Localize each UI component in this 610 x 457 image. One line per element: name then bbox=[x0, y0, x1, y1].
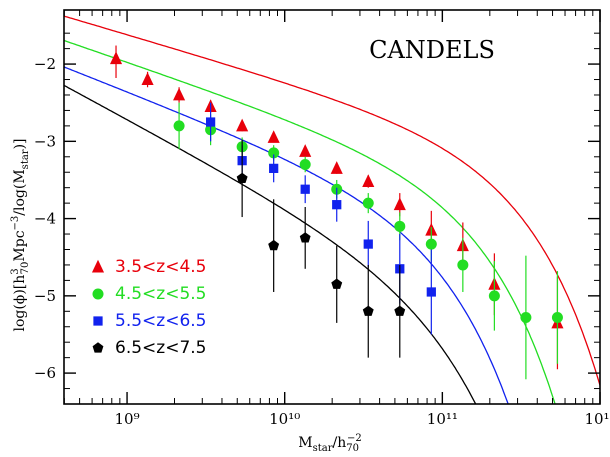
triangle-marker bbox=[236, 118, 249, 132]
fit-curve bbox=[64, 84, 477, 404]
pentagon-marker bbox=[362, 305, 374, 316]
circle-marker bbox=[551, 311, 563, 323]
triangle-marker bbox=[141, 72, 154, 85]
square-marker bbox=[300, 184, 310, 194]
triangle-marker bbox=[267, 130, 280, 143]
triangle-marker bbox=[362, 174, 375, 187]
triangle-marker bbox=[173, 87, 186, 101]
triangle-marker bbox=[299, 144, 312, 157]
x-tick-label: 10¹¹ bbox=[427, 410, 458, 428]
pentagon-marker bbox=[299, 232, 311, 243]
circle-marker bbox=[268, 147, 280, 159]
chart-title: CANDELS bbox=[369, 36, 495, 64]
x-tick-label: 10⁹ bbox=[115, 410, 140, 428]
square-marker bbox=[332, 200, 342, 210]
square-marker bbox=[426, 287, 436, 297]
y-tick-label: −5 bbox=[34, 287, 56, 305]
circle-marker bbox=[299, 159, 311, 171]
triangle-marker bbox=[109, 51, 123, 65]
legend-label: 5.5<z<6.5 bbox=[115, 311, 206, 331]
circle-marker bbox=[520, 311, 532, 323]
circle-marker bbox=[425, 238, 437, 250]
circle-marker bbox=[488, 290, 500, 302]
square-marker bbox=[363, 239, 373, 249]
legend-label: 4.5<z<5.5 bbox=[115, 284, 206, 304]
circle-marker bbox=[457, 259, 469, 271]
fit-curve bbox=[64, 66, 509, 404]
data-points bbox=[109, 45, 564, 380]
circle-marker bbox=[92, 288, 104, 300]
triangle-marker bbox=[393, 197, 406, 211]
circle-marker bbox=[362, 197, 374, 209]
pentagon-marker bbox=[268, 239, 280, 251]
pentagon-marker bbox=[236, 172, 248, 183]
square-marker bbox=[205, 117, 216, 127]
triangle-marker bbox=[330, 161, 343, 174]
x-axis-label: Mstar/h70−2 bbox=[298, 433, 361, 454]
y-tick-label: −3 bbox=[34, 132, 56, 150]
legend-label: 3.5<z<4.5 bbox=[115, 257, 206, 277]
square-marker bbox=[269, 163, 279, 173]
fit-curves bbox=[64, 15, 600, 404]
fit-curve bbox=[64, 15, 600, 386]
axis-ticks: 10⁹ 10¹⁰ 10¹¹ 10¹² −2 −3 −4 −5 −6 bbox=[34, 10, 610, 428]
x-tick-label: 10¹⁰ bbox=[269, 410, 300, 428]
pentagon-marker bbox=[394, 305, 406, 316]
legend-label: 6.5<z<7.5 bbox=[115, 338, 206, 358]
fit-curve bbox=[64, 39, 556, 404]
pentagon-marker bbox=[331, 278, 343, 289]
circle-marker bbox=[173, 120, 185, 132]
y-axis-label: log(ϕ)[h370Mpc−3/log(Mstar)] bbox=[10, 138, 31, 331]
pentagon-marker bbox=[92, 342, 104, 353]
square-marker bbox=[93, 316, 103, 326]
y-tick-label: −6 bbox=[34, 364, 56, 382]
y-tick-label: −4 bbox=[34, 210, 56, 228]
circle-marker bbox=[394, 220, 406, 232]
y-tick-label: −2 bbox=[34, 55, 56, 73]
x-tick-label: 10¹² bbox=[584, 410, 610, 428]
triangle-marker bbox=[91, 259, 105, 273]
legend: 3.5<z<4.5 4.5<z<5.5 5.5<z<6.5 6.5<z<7.5 bbox=[91, 257, 206, 358]
